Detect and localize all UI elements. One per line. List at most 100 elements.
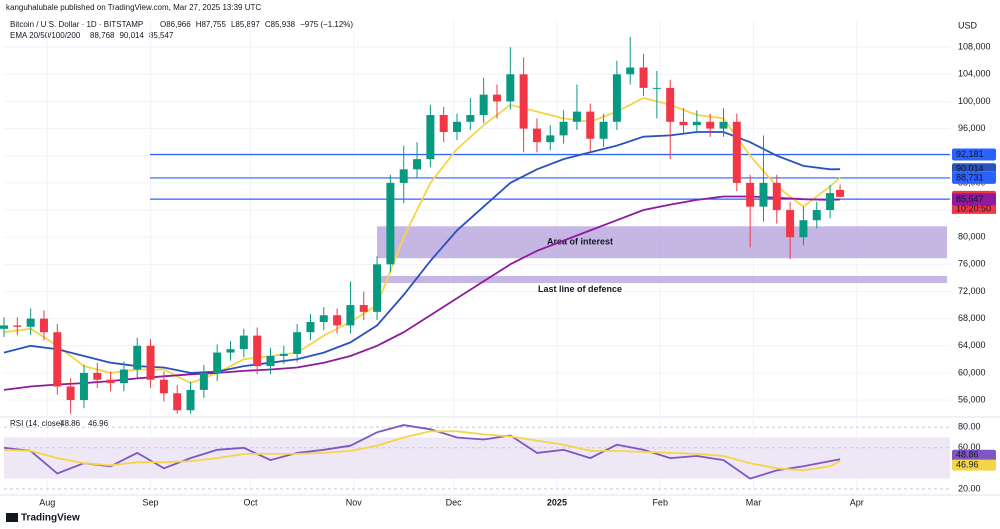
publisher: kanguhalubale published on TradingView.c… — [6, 3, 261, 12]
currency: USD — [958, 20, 978, 30]
logo — [6, 513, 18, 522]
candle-body — [253, 335, 262, 367]
candle-body — [772, 182, 781, 211]
candle-body — [266, 355, 275, 367]
zone — [377, 226, 947, 259]
candle-body — [66, 386, 75, 401]
candle-body — [559, 121, 568, 136]
x-tick-label: Sep — [143, 497, 159, 507]
price-tag-label: 90,014 — [956, 164, 984, 174]
candle-body — [826, 193, 835, 211]
rsi-tag-label: 46.96 — [956, 460, 979, 470]
candle-body — [732, 121, 741, 183]
x-tick-label: Oct — [243, 497, 258, 507]
candle-body — [466, 115, 475, 122]
rsi-tag — [952, 459, 996, 471]
rsi-tag-label: 48.86 — [956, 450, 979, 460]
rsi-tick-label: 20.00 — [958, 483, 981, 493]
y-tick-label: 72,000 — [958, 286, 986, 296]
countdown: 10:20:50 — [956, 203, 991, 213]
price-tag-label: 85,547 — [956, 194, 984, 204]
candle-body — [546, 135, 555, 143]
candle-body — [26, 318, 35, 327]
candle-body — [359, 305, 368, 312]
y-tick-label: 104,000 — [958, 69, 991, 79]
price-tag-label: 88,731 — [956, 172, 984, 182]
ema-title: EMA 20/50/100/200 — [10, 31, 81, 40]
rsi-value: 46.96 — [88, 419, 109, 428]
zone-label: Last line of defence — [538, 284, 622, 294]
candle-body — [719, 121, 728, 129]
y-tick-label: 64,000 — [958, 340, 986, 350]
candle-body — [532, 128, 541, 143]
candle-body — [666, 87, 675, 122]
candle-body — [572, 111, 581, 122]
ohlc-value: L85,897 — [231, 20, 260, 29]
price-tag — [952, 193, 996, 206]
candle-body — [373, 264, 382, 312]
price-tag — [952, 171, 996, 184]
candle-body — [492, 94, 501, 102]
x-tick-label: Mar — [746, 497, 762, 507]
ohlc-value: −975 (−1.12%) — [300, 20, 353, 29]
candle-body — [413, 159, 422, 170]
candle-body — [479, 94, 488, 116]
candle-body — [39, 318, 48, 333]
price-tag-label: 92,181 — [956, 149, 984, 159]
candle-body — [506, 74, 515, 102]
ema-line — [3, 195, 841, 391]
ema-value: 88,768 — [90, 31, 115, 40]
ohlc-value: C85,938 — [265, 20, 296, 29]
candle-body — [612, 74, 621, 122]
candle-body — [133, 345, 142, 370]
candle-body — [293, 332, 302, 354]
rsi-tick-label: 80.00 — [958, 422, 981, 432]
candle-body — [586, 111, 595, 139]
candle-body — [399, 169, 408, 183]
candle-body — [799, 220, 808, 238]
candle-body — [79, 372, 88, 401]
zone-label: Area of interest — [547, 237, 613, 247]
rsi-line — [3, 424, 841, 480]
y-tick-label: 76,000 — [958, 259, 986, 269]
candle-body — [692, 121, 701, 126]
rsi-band — [4, 437, 950, 479]
candle-body — [239, 335, 248, 350]
candle-body — [213, 352, 222, 373]
candle-body — [836, 189, 845, 197]
candle-body — [0, 325, 8, 329]
x-tick-label: Feb — [652, 497, 668, 507]
candle-body — [706, 121, 715, 129]
candle-body — [53, 332, 62, 387]
candle-body — [812, 210, 821, 221]
candle-body — [199, 372, 208, 390]
candle-body — [639, 67, 648, 88]
candle-body — [106, 379, 115, 384]
candle-body — [146, 345, 155, 380]
candle-body — [173, 393, 182, 411]
brand: TradingView — [21, 513, 80, 524]
candle-body — [346, 305, 355, 326]
candle-body — [439, 115, 448, 132]
zone — [377, 275, 947, 283]
rsi-tag — [952, 449, 996, 461]
candle-body — [319, 315, 328, 323]
ema-line — [3, 131, 841, 374]
y-tick-label: 68,000 — [958, 313, 986, 323]
rsi-value: 48.86 — [60, 419, 81, 428]
candle-body — [279, 353, 288, 356]
candle-body — [599, 121, 608, 139]
candle-body — [626, 67, 635, 75]
rsi-title: RSI (14, close) — [10, 419, 63, 428]
candle-body — [746, 182, 755, 207]
x-tick-label: Aug — [39, 497, 55, 507]
candle-body — [159, 379, 168, 394]
candle-body — [306, 322, 315, 333]
countdown-bg — [952, 202, 996, 214]
candle-body — [386, 182, 395, 265]
ema-value: 90,014 — [119, 31, 144, 40]
candle-body — [226, 349, 235, 353]
candle-body — [679, 121, 688, 126]
candle-body — [519, 74, 528, 129]
